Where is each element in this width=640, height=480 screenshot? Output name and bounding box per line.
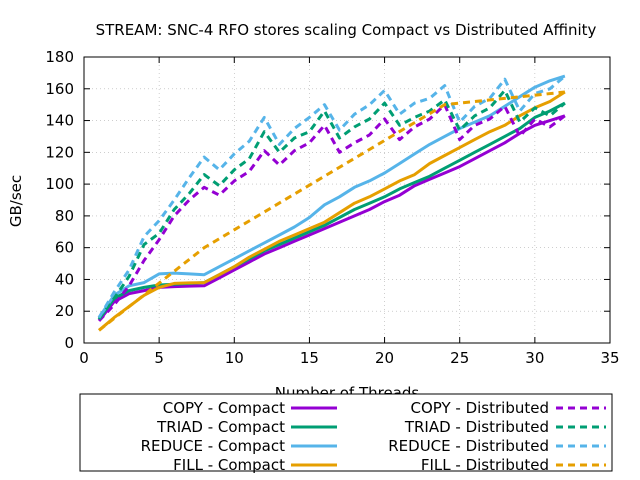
- legend-label: TRIAD - Distributed: [404, 418, 549, 436]
- x-tick-label: 5: [154, 349, 164, 367]
- plot-area: 0 5 10 15 20 25 30 35 0 20 40 60 80 100 120 140 160 180: [45, 48, 619, 367]
- y-tick-label: 40: [55, 270, 74, 288]
- chart-title: STREAM: SNC-4 RFO stores scaling Compact…: [96, 21, 597, 39]
- y-tick-label: 140: [45, 112, 74, 130]
- y-tick-label: 80: [55, 207, 74, 225]
- legend-box: [79, 393, 613, 472]
- legend-label: REDUCE - Distributed: [388, 437, 549, 455]
- y-tick-label: 0: [64, 334, 74, 352]
- legend-label: REDUCE - Compact: [141, 437, 286, 455]
- series-line: [98, 90, 566, 332]
- x-tick-label: 0: [79, 349, 89, 367]
- y-tick-label: 60: [55, 239, 74, 257]
- y-tick-label: 20: [55, 302, 74, 320]
- x-tick-label: 35: [600, 349, 619, 367]
- series-line: [98, 90, 566, 332]
- series-line: [97, 88, 566, 321]
- series-line: [97, 74, 566, 319]
- series-line: [97, 103, 566, 322]
- legend-label: COPY - Compact: [163, 399, 285, 417]
- x-tick-label: 20: [375, 349, 394, 367]
- series-line: [97, 114, 566, 322]
- y-tick-label: 160: [45, 80, 74, 98]
- y-axis-label: GB/sec: [7, 175, 25, 227]
- x-tick-label: 25: [450, 349, 469, 367]
- series-line: [97, 74, 566, 319]
- legend-label: FILL - Distributed: [421, 456, 549, 474]
- legend-label: COPY - Distributed: [410, 399, 549, 417]
- x-tick-label: 15: [300, 349, 319, 367]
- y-tick-label: 100: [45, 175, 74, 193]
- y-tick-label: 180: [45, 48, 74, 66]
- legend-label: TRIAD - Compact: [156, 418, 285, 436]
- x-tick-label: 10: [225, 349, 244, 367]
- plot-border: [83, 56, 611, 344]
- x-tick-label: 30: [525, 349, 544, 367]
- legend-label: FILL - Compact: [173, 456, 285, 474]
- y-tick-label: 120: [45, 143, 74, 161]
